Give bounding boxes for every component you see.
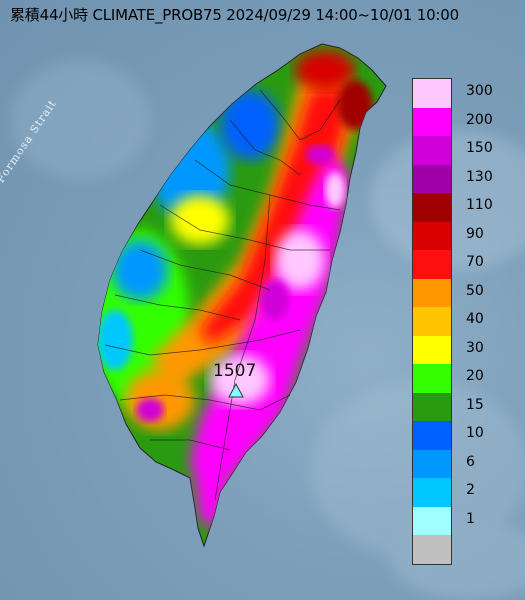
- peak-value: 1507: [213, 361, 257, 381]
- legend-swatch: [413, 478, 451, 507]
- legend-label: 30: [466, 339, 484, 356]
- legend-swatch: [413, 335, 451, 364]
- legend-label: 2: [466, 482, 475, 498]
- legend-label: 6: [466, 453, 475, 470]
- legend-label: 15: [466, 396, 484, 413]
- legend-swatch: [413, 392, 451, 421]
- legend-swatch: [413, 193, 451, 222]
- legend-swatch: [413, 221, 451, 250]
- legend-label: 200: [466, 111, 493, 128]
- legend-label: 300: [466, 83, 493, 99]
- legend-swatch: [413, 278, 451, 307]
- map-title: 累積44小時 CLIMATE_PROB75 2024/09/29 14:00~1…: [10, 6, 459, 24]
- legend-swatch: [413, 136, 451, 165]
- rainfall-field: [98, 50, 373, 530]
- legend-label: 1: [466, 510, 475, 527]
- legend-swatch: [413, 250, 451, 279]
- legend-swatch: [413, 364, 451, 393]
- county-boundaries: [104, 89, 341, 501]
- legend-swatch: [413, 164, 451, 193]
- legend-label: 90: [466, 225, 484, 242]
- legend-swatch: [413, 107, 451, 136]
- triangle-icon: [228, 383, 244, 398]
- legend-swatch: [413, 79, 451, 108]
- legend-label: 70: [466, 254, 484, 270]
- legend-label: 20: [466, 368, 484, 384]
- legend-label: 10: [466, 425, 484, 441]
- legend-swatch: [413, 449, 451, 478]
- legend-swatch: [413, 421, 451, 450]
- legend-color-bar: [412, 78, 452, 565]
- legend-label: 110: [466, 197, 493, 213]
- legend-swatch: [413, 535, 451, 564]
- legend-label: 40: [466, 311, 484, 327]
- legend-label: 150: [466, 140, 493, 156]
- legend-swatch: [413, 307, 451, 336]
- legend-label: 50: [466, 282, 484, 299]
- legend-label: 130: [466, 168, 493, 185]
- legend-swatch: [413, 506, 451, 535]
